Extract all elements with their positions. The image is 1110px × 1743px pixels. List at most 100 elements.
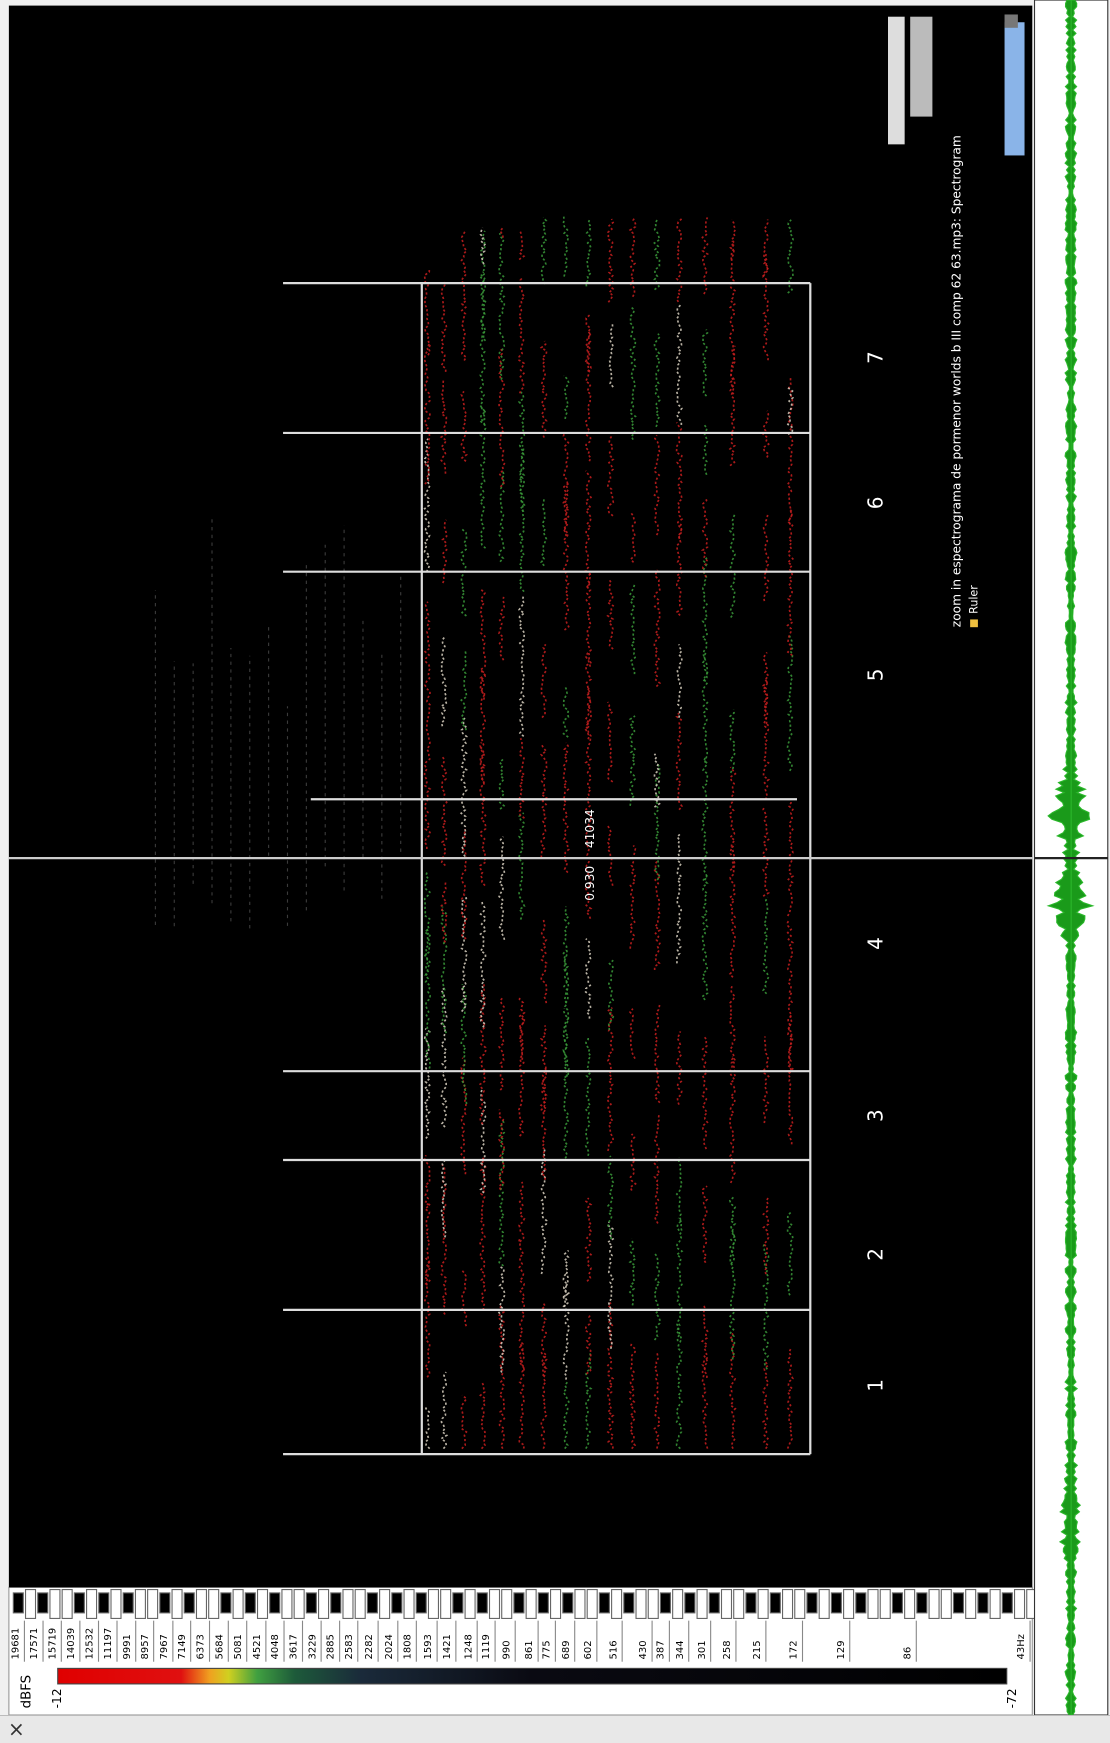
- frequency-label: 602: [583, 1640, 594, 1659]
- color-bar: [58, 1668, 1007, 1684]
- frequency-label: 990: [501, 1640, 512, 1659]
- piano-key: [734, 1590, 744, 1619]
- piano-key: [355, 1590, 365, 1619]
- piano-key: [38, 1593, 48, 1613]
- piano-key: [709, 1593, 719, 1613]
- piano-key: [648, 1590, 658, 1619]
- piano-key: [367, 1593, 377, 1613]
- frequency-label: 861: [524, 1640, 535, 1659]
- piano-key: [160, 1593, 170, 1613]
- piano-key: [123, 1593, 133, 1613]
- piano-key: [282, 1590, 292, 1619]
- piano-key: [477, 1593, 487, 1613]
- piano-key: [868, 1590, 878, 1619]
- piano-key: [306, 1593, 316, 1613]
- piano-key: [636, 1590, 646, 1619]
- frequency-label: 3617: [289, 1634, 300, 1659]
- frequency-label: 17571: [29, 1628, 40, 1660]
- frequency-label: 7967: [159, 1634, 170, 1659]
- piano-key: [380, 1590, 390, 1619]
- piano-key: [819, 1590, 829, 1619]
- app-window: dBFS -12 -72 196811757115719140391253211…: [0, 0, 1110, 1742]
- toggle-button[interactable]: [1005, 14, 1018, 27]
- piano-key: [441, 1590, 451, 1619]
- piano-key: [270, 1593, 280, 1613]
- frequency-label: 86: [902, 1647, 913, 1660]
- piano-key: [538, 1593, 548, 1613]
- frequency-label: 172: [789, 1640, 800, 1659]
- piano-key: [831, 1593, 841, 1613]
- piano-key: [1002, 1593, 1012, 1613]
- piano-key: [599, 1593, 609, 1613]
- piano-key: [209, 1590, 219, 1619]
- frequency-label: 215: [752, 1640, 763, 1659]
- frequency-label: 9991: [122, 1634, 133, 1659]
- section-label: 2: [863, 1248, 887, 1261]
- frequency-label: 4521: [252, 1634, 263, 1659]
- piano-key: [514, 1593, 524, 1613]
- piano-key: [13, 1593, 23, 1613]
- piano-key: [502, 1590, 512, 1619]
- playhead-frame: 41034: [583, 809, 597, 848]
- frequency-label: 258: [722, 1640, 733, 1659]
- piano-key: [74, 1593, 84, 1613]
- piano-key: [966, 1590, 976, 1619]
- piano-key: [490, 1590, 500, 1619]
- pan-widget[interactable]: [1005, 22, 1025, 155]
- piano-key: [148, 1590, 158, 1619]
- zoom-slider[interactable]: [888, 17, 905, 145]
- frequency-label: 14039: [66, 1628, 77, 1660]
- piano-key: [392, 1593, 402, 1613]
- section-label: 4: [863, 937, 887, 950]
- piano-key: [1015, 1590, 1025, 1619]
- close-button[interactable]: ×: [8, 1717, 25, 1741]
- piano-key: [221, 1593, 231, 1613]
- piano-key: [612, 1590, 622, 1619]
- frequency-label: 1119: [481, 1634, 492, 1659]
- frequency-label: 387: [656, 1640, 667, 1659]
- piano-key: [26, 1590, 36, 1619]
- piano-key: [844, 1590, 854, 1619]
- layer-title: zoom in espectrograma de pormenor worlds…: [949, 135, 963, 627]
- piano-key: [929, 1590, 939, 1619]
- frequency-label: 2583: [344, 1634, 355, 1659]
- piano-key: [880, 1590, 890, 1619]
- piano-key: [416, 1593, 426, 1613]
- piano-key: [783, 1590, 793, 1619]
- piano-key: [99, 1593, 109, 1613]
- piano-key: [722, 1590, 732, 1619]
- spectrogram-area: [9, 6, 1032, 1588]
- piano-key: [856, 1593, 866, 1613]
- piano-key: [331, 1593, 341, 1613]
- piano-key: [62, 1590, 72, 1619]
- piano-key: [245, 1593, 255, 1613]
- piano-key: [563, 1593, 573, 1613]
- frequency-label: 12532: [85, 1628, 96, 1660]
- frequency-label: 2885: [326, 1634, 337, 1659]
- section-label: 5: [863, 669, 887, 682]
- piano-key: [746, 1593, 756, 1613]
- section-label: 6: [863, 497, 887, 510]
- piano-key: [575, 1590, 585, 1619]
- frequency-label: 689: [561, 1640, 572, 1659]
- frequency-label: 7149: [177, 1634, 188, 1659]
- piano-key: [453, 1593, 463, 1613]
- frequency-label: 1421: [442, 1634, 453, 1659]
- playhead-time: 0.930: [583, 866, 597, 901]
- piano-key: [465, 1590, 475, 1619]
- piano-key: [111, 1590, 121, 1619]
- frequency-label: 516: [608, 1640, 619, 1659]
- frequency-label: 1248: [463, 1634, 474, 1659]
- piano-key: [807, 1593, 817, 1613]
- frequency-label: 2282: [364, 1634, 375, 1659]
- frequency-label: 3229: [307, 1634, 318, 1659]
- legend-label: Ruler: [968, 585, 981, 614]
- gain-slider[interactable]: [910, 17, 932, 117]
- piano-key: [953, 1593, 963, 1613]
- piano-key: [184, 1593, 194, 1613]
- piano-key: [978, 1593, 988, 1613]
- frequency-label: 5684: [214, 1634, 225, 1659]
- scale-unit: dBFS: [20, 1675, 35, 1708]
- piano-key: [905, 1590, 915, 1619]
- frequency-label: 5081: [233, 1634, 244, 1659]
